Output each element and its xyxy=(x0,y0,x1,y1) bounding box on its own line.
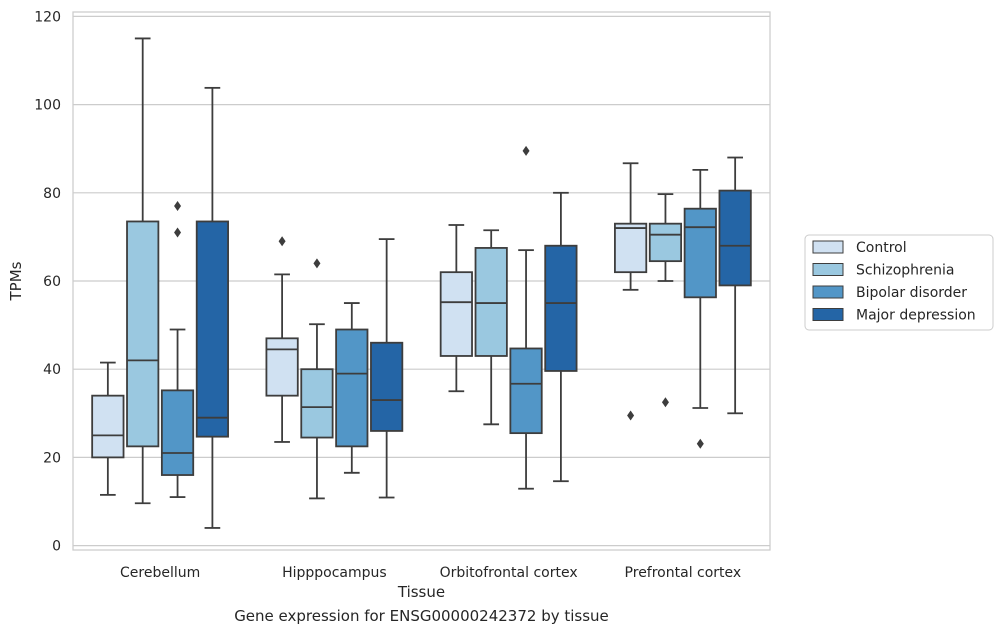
outlier-marker xyxy=(174,227,182,238)
box xyxy=(683,207,717,299)
box xyxy=(509,347,543,435)
box xyxy=(614,222,648,274)
box xyxy=(91,394,125,459)
legend-swatch xyxy=(812,285,844,299)
legend-swatch xyxy=(812,263,844,276)
box xyxy=(160,389,195,476)
box-group xyxy=(683,168,717,449)
box-group xyxy=(91,361,125,496)
box-group xyxy=(544,191,578,483)
x-axis-label: Tissue xyxy=(397,583,445,601)
legend-swatch xyxy=(812,308,844,321)
box-group xyxy=(509,145,543,490)
y-axis-label: TPMs xyxy=(7,261,25,301)
y-tick-label: 120 xyxy=(34,9,61,25)
legend: Control Schizophrenia Bipolar disorder Majo… xyxy=(804,234,994,331)
box xyxy=(439,271,473,357)
x-tick-label: Cerebellum xyxy=(120,565,200,581)
legend-label: Major depression xyxy=(856,308,976,324)
x-axis-ticks: Cerebellum Hipppocampus Orbitofrontal cort… xyxy=(120,565,741,581)
y-tick-label: 100 xyxy=(34,98,61,114)
box-group xyxy=(648,193,683,408)
box xyxy=(300,368,334,439)
legend-frame xyxy=(804,234,994,331)
outlier-marker xyxy=(627,410,635,421)
outlier-marker xyxy=(278,236,286,247)
box-group xyxy=(160,201,195,498)
box xyxy=(195,220,229,438)
y-tick-label: 80 xyxy=(43,186,61,202)
y-tick-label: 0 xyxy=(52,539,61,555)
box-group xyxy=(614,162,648,421)
box xyxy=(544,244,578,372)
box-group xyxy=(300,258,334,500)
box xyxy=(265,337,299,397)
x-tick-label: Hipppocampus xyxy=(282,565,387,581)
y-tick-label: 20 xyxy=(43,450,61,466)
y-tick-label: 40 xyxy=(43,362,61,378)
outlier-marker xyxy=(313,258,321,269)
box-group xyxy=(265,236,299,443)
box xyxy=(126,220,160,448)
box xyxy=(335,328,369,448)
box-group xyxy=(126,37,160,505)
box xyxy=(648,222,683,263)
outlier-marker xyxy=(522,145,530,156)
outlier-marker xyxy=(696,438,704,449)
legend-swatch xyxy=(812,240,844,254)
legend-label: Bipolar disorder xyxy=(856,285,967,301)
outlier-marker xyxy=(174,201,182,212)
legend-label: Control xyxy=(856,240,907,256)
box-group xyxy=(474,229,508,426)
box xyxy=(474,247,508,357)
boxes xyxy=(91,37,752,529)
x-tick-label: Prefrontal cortex xyxy=(625,565,742,581)
box-group xyxy=(195,86,229,529)
box xyxy=(370,341,404,432)
box-group xyxy=(718,156,752,415)
box-group xyxy=(335,302,369,474)
box-group xyxy=(370,238,404,499)
y-tick-label: 60 xyxy=(43,274,61,290)
x-tick-label: Orbitofrontal cortex xyxy=(440,565,578,581)
legend-label: Schizophrenia xyxy=(856,263,954,279)
box xyxy=(718,189,752,287)
chart-caption: Gene expression for ENSG00000242372 by t… xyxy=(234,607,609,625)
box-group xyxy=(439,224,473,393)
outlier-marker xyxy=(661,397,669,408)
y-axis-ticks: 0 20 40 60 80 100 120 xyxy=(34,9,61,554)
